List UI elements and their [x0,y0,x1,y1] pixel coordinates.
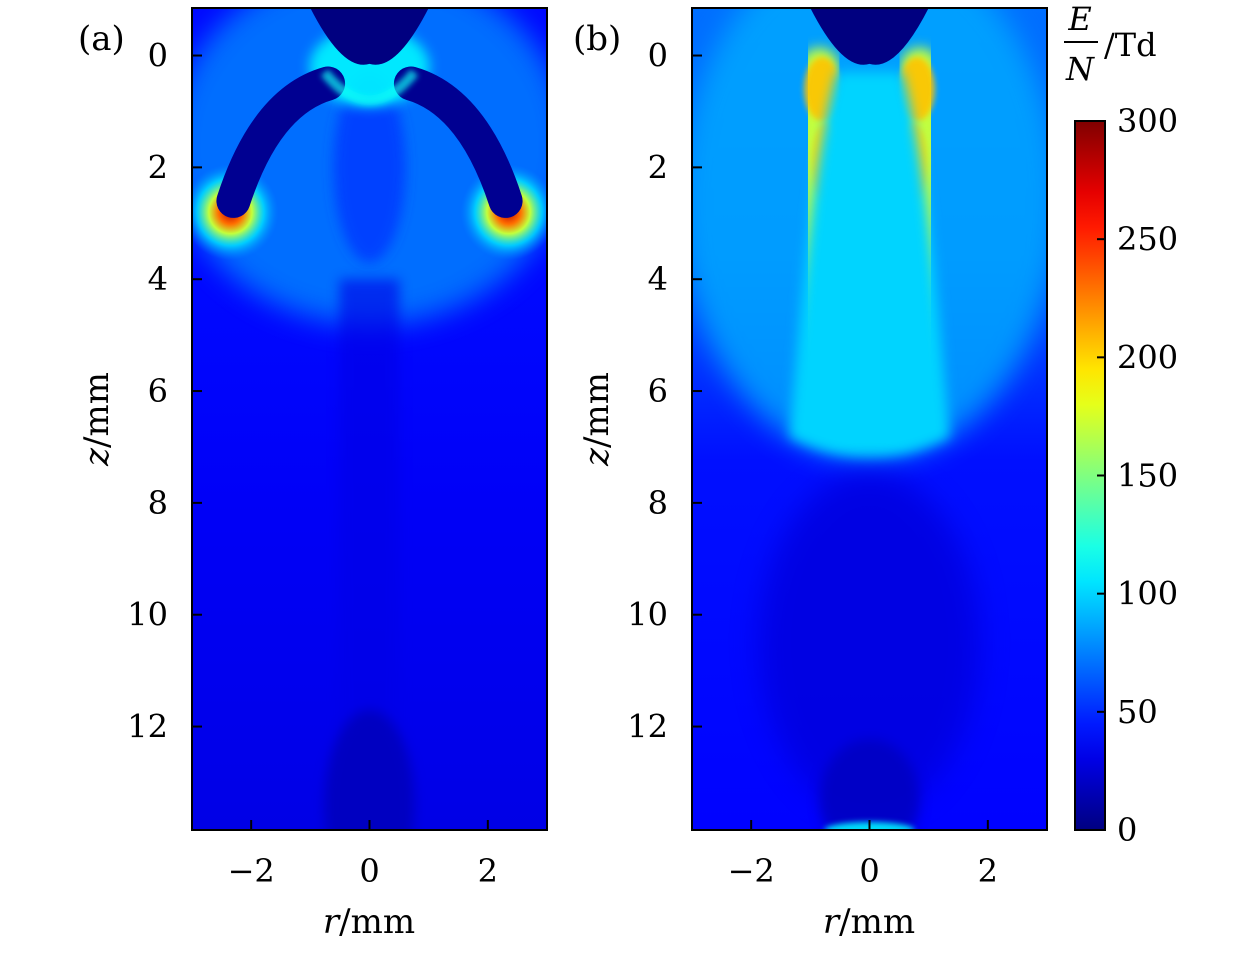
colorbar-tick-label: 200 [1117,338,1178,376]
y-tick-label: 0 [648,37,668,75]
x-axis-b: −2 0 2 [728,820,998,890]
colorbar-tick-label: 250 [1117,220,1178,258]
y-tick-label: 2 [648,148,668,186]
panel-a: 0 2 4 6 8 10 12 −2 0 2 (a) r/mm z/mm [77,7,548,942]
electrode-tip-b [810,8,929,65]
colorbar-ticks: 0 50 100 150 200 250 300 [1097,102,1178,849]
x-tick-label: −2 [728,852,775,890]
y-tick-label: 6 [148,372,168,410]
colorbar-tick-label: 50 [1117,693,1158,731]
y-tick-label: 12 [127,708,168,746]
x-tick-label: −2 [228,852,275,890]
y-tick-label: 2 [148,148,168,186]
colorbar-tick-label: 100 [1117,575,1178,613]
lower-dark-region-b [759,472,980,813]
x-axis-label-b: r/mm [823,902,915,942]
tip-fringe-a [320,69,419,106]
conductive-channel-b [789,72,950,457]
y-tick-label: 0 [148,37,168,75]
y-tick-label: 12 [627,708,668,746]
y-axis-label-a: z/mm [77,372,117,467]
bottom-dark-b [819,739,920,830]
colorbar-tick-label: 150 [1117,457,1178,495]
colorbar-label-denominator: N [1065,50,1095,88]
heatmap-b [692,8,1047,830]
colorbar-tick-label: 0 [1117,811,1137,849]
y-tick-label: 8 [648,484,668,522]
panel-label-b: (b) [573,19,621,59]
heatmap-a [192,8,547,830]
y-tick-label: 6 [648,372,668,410]
panel-label-a: (a) [78,19,125,59]
x-tick-label: 2 [978,852,998,890]
y-tick-label: 8 [148,484,168,522]
y-tick-label: 4 [648,260,668,298]
y-axis-b: 0 2 4 6 8 10 12 [627,37,702,746]
y-axis-a: 0 2 4 6 8 10 12 [127,37,202,746]
x-tick-label: 2 [478,852,498,890]
axial-channel-a [333,72,406,263]
axial-bottom-dark-a [324,709,415,830]
colorbar: 0 50 100 150 200 250 300 E N /Td [1064,0,1178,849]
y-tick-label: 10 [627,596,668,634]
y-axis-label-b: z/mm [577,372,617,467]
y-tick-label: 4 [148,260,168,298]
x-axis-label-a: r/mm [323,902,415,942]
panel-b: 0 2 4 6 8 10 12 −2 0 2 (b) r/mm z/mm [573,7,1048,942]
x-axis-a: −2 0 2 [228,820,498,890]
x-tick-label: 0 [859,852,879,890]
electrode-tip-a [310,8,429,65]
x-tick-label: 0 [359,852,379,890]
low-field-channel-a-0 [216,66,346,218]
colorbar-label-numerator: E [1067,0,1091,38]
colorbar-label-unit: /Td [1104,26,1157,64]
low-field-channel-a-1 [393,66,523,218]
y-tick-label: 10 [127,596,168,634]
colorbar-tick-label: 300 [1117,102,1178,140]
